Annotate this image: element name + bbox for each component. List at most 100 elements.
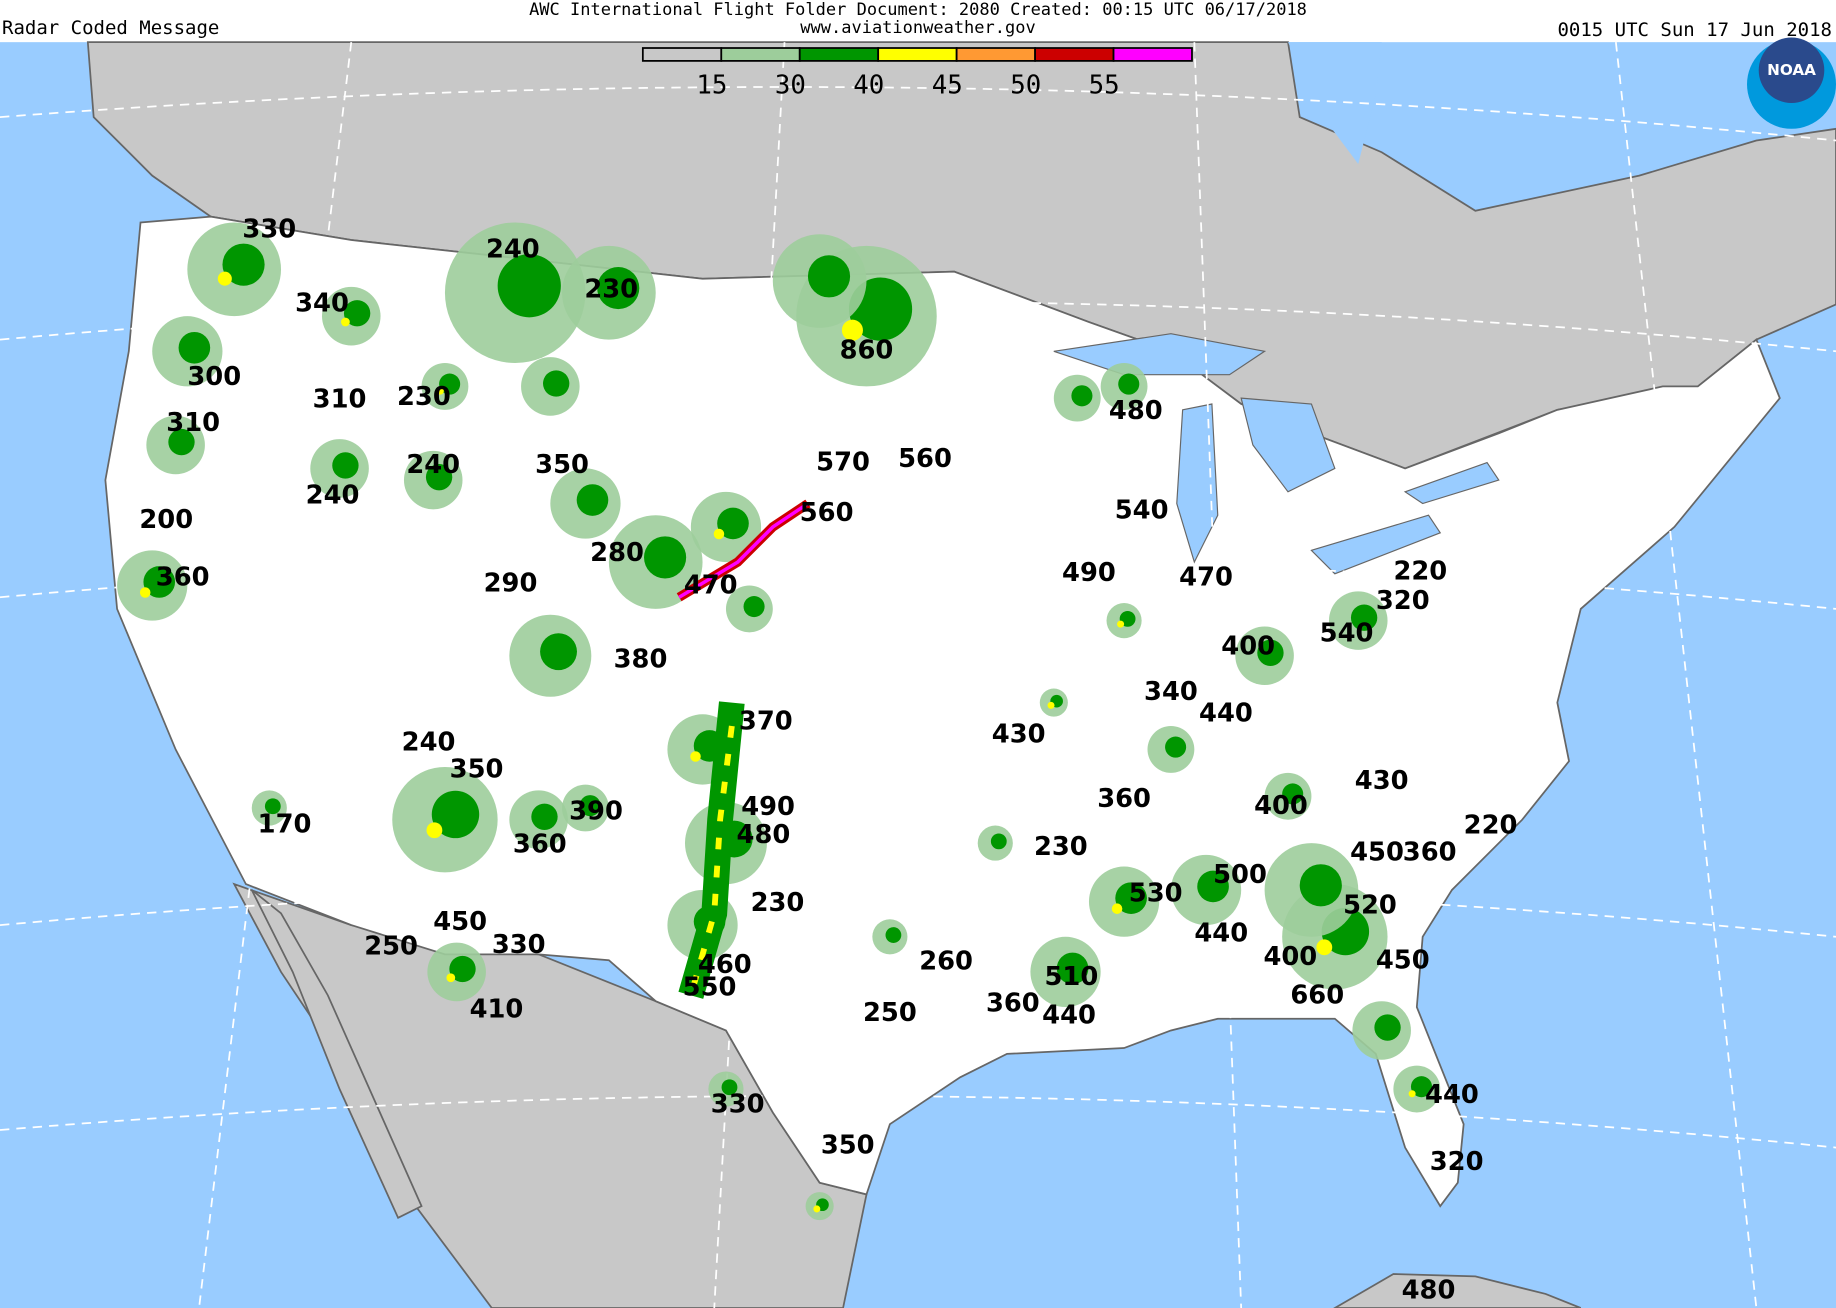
echo-top-label: 220: [1393, 557, 1447, 587]
echo-line-core: [678, 502, 809, 599]
echo-heavy: [426, 822, 443, 839]
echo-core: [990, 833, 1007, 850]
echo-top-label: 450: [433, 907, 487, 937]
echo-top-label: 350: [821, 1130, 875, 1160]
legend-label: 45: [932, 71, 963, 101]
echo-heavy: [1047, 701, 1055, 709]
echo-top-label: 280: [590, 538, 644, 568]
echo-top-label: 440: [1042, 1000, 1096, 1030]
echo-top-label: 480: [1402, 1276, 1456, 1306]
echo-core: [1374, 1014, 1401, 1041]
echo-core: [1165, 736, 1187, 758]
echo-heavy: [713, 528, 725, 540]
echo-top-label: 360: [986, 989, 1040, 1019]
echo-top-label: 490: [741, 792, 795, 822]
product-name: Radar Coded Message: [2, 17, 220, 39]
echo-core: [1410, 1076, 1433, 1098]
valid-time: 0015 UTC Sun 17 Jun 2018: [1557, 19, 1832, 41]
echo-top-label: 310: [166, 408, 220, 438]
echo-core: [540, 633, 577, 671]
legend-swatch: [1112, 47, 1193, 62]
echo-top-label: 540: [1320, 619, 1374, 649]
echo-top-label: 360: [1097, 784, 1151, 814]
echo-core: [644, 536, 687, 579]
echo-top-label: 860: [840, 335, 894, 365]
echo-top-label: 350: [450, 755, 504, 785]
color-legend: 15 30 40 45 50 55: [641, 47, 1193, 101]
echo-core: [439, 373, 461, 395]
legend-swatch: [955, 47, 1036, 62]
echo-top-label: 490: [1062, 558, 1116, 588]
echo-core: [1056, 952, 1089, 985]
legend-label: 30: [775, 71, 806, 101]
echo-core: [721, 1079, 738, 1096]
echo-heavy: [341, 317, 350, 327]
echo-heavy: [1316, 939, 1333, 956]
echo-top-label: 250: [364, 931, 418, 961]
echo-heavy: [690, 751, 701, 762]
echo-heavy: [813, 1205, 821, 1213]
echo-top-label: 240: [406, 450, 460, 480]
echo-top-label: 540: [1115, 496, 1169, 526]
echo-core: [576, 484, 609, 516]
echo-heavy: [841, 319, 863, 341]
echo-top-label: 290: [484, 568, 538, 598]
echo-core: [579, 795, 601, 817]
echo-top-label: 400: [1254, 791, 1308, 821]
echo-top-label: 390: [569, 797, 623, 827]
echo-top-label: 340: [1144, 677, 1198, 707]
echo-top-label: 170: [258, 810, 312, 840]
document-title: AWC International Flight Folder Document…: [529, 0, 1307, 20]
echo-core: [222, 243, 265, 286]
echo-heavy: [446, 973, 456, 983]
echo-top-label: 340: [295, 288, 349, 318]
legend-label: 50: [1010, 71, 1041, 101]
echo-top-label: 330: [492, 930, 546, 960]
echo-top-label: 550: [683, 972, 737, 1002]
echo-top-label: 470: [1179, 562, 1233, 592]
echo-core: [743, 596, 765, 618]
legend-label: 15: [696, 71, 727, 101]
echo-top-label: 450: [1376, 945, 1430, 975]
echo-top-label: 240: [402, 728, 456, 758]
baja-land: [250, 889, 423, 1220]
echo-top-label: 240: [486, 235, 540, 265]
svg-text:NOAA: NOAA: [1767, 61, 1816, 79]
legend-label: 40: [853, 71, 884, 101]
echo-top-label: 370: [739, 707, 793, 737]
echo-core: [178, 331, 211, 364]
echo-top-label: 250: [863, 998, 917, 1028]
echo-top-label: 520: [1343, 890, 1397, 920]
echo-core: [717, 507, 749, 540]
echo-top-label: 440: [1425, 1080, 1479, 1110]
legend-swatch: [877, 47, 958, 62]
echo-top-label: 400: [1221, 632, 1275, 662]
echo-top-label: 350: [535, 450, 589, 480]
echo-core: [449, 955, 476, 983]
echo-top-label: 230: [584, 274, 638, 304]
hudson-bay-water: [1288, 42, 1382, 164]
cuba-land: [1333, 1273, 1582, 1308]
echo-top-label: 480: [1109, 396, 1163, 426]
legend-swatch: [798, 47, 880, 62]
echo-top-label: 530: [1129, 879, 1183, 909]
echo-top-label: 220: [1464, 811, 1518, 841]
echo-core: [1350, 604, 1378, 631]
echo-top-label: 330: [711, 1089, 765, 1119]
echo-top-label: 430: [1355, 766, 1409, 796]
echo-top-label: 430: [992, 719, 1046, 749]
website-url[interactable]: www.aviationweather.gov: [800, 18, 1036, 38]
echo-top-label: 560: [800, 498, 854, 528]
echo-top-label: 360: [513, 829, 567, 859]
echo-core: [1197, 870, 1229, 903]
echo-top-label: 400: [1263, 942, 1317, 972]
echo-top-label: 570: [816, 448, 870, 478]
echo-top-label: 260: [919, 947, 973, 977]
legend-swatch: [720, 47, 801, 62]
echo-top-label: 480: [737, 820, 791, 850]
echo-top-label: 460: [698, 950, 752, 980]
echo-core: [425, 464, 453, 491]
legend-swatch: [641, 47, 723, 62]
echo-core: [1115, 882, 1147, 914]
